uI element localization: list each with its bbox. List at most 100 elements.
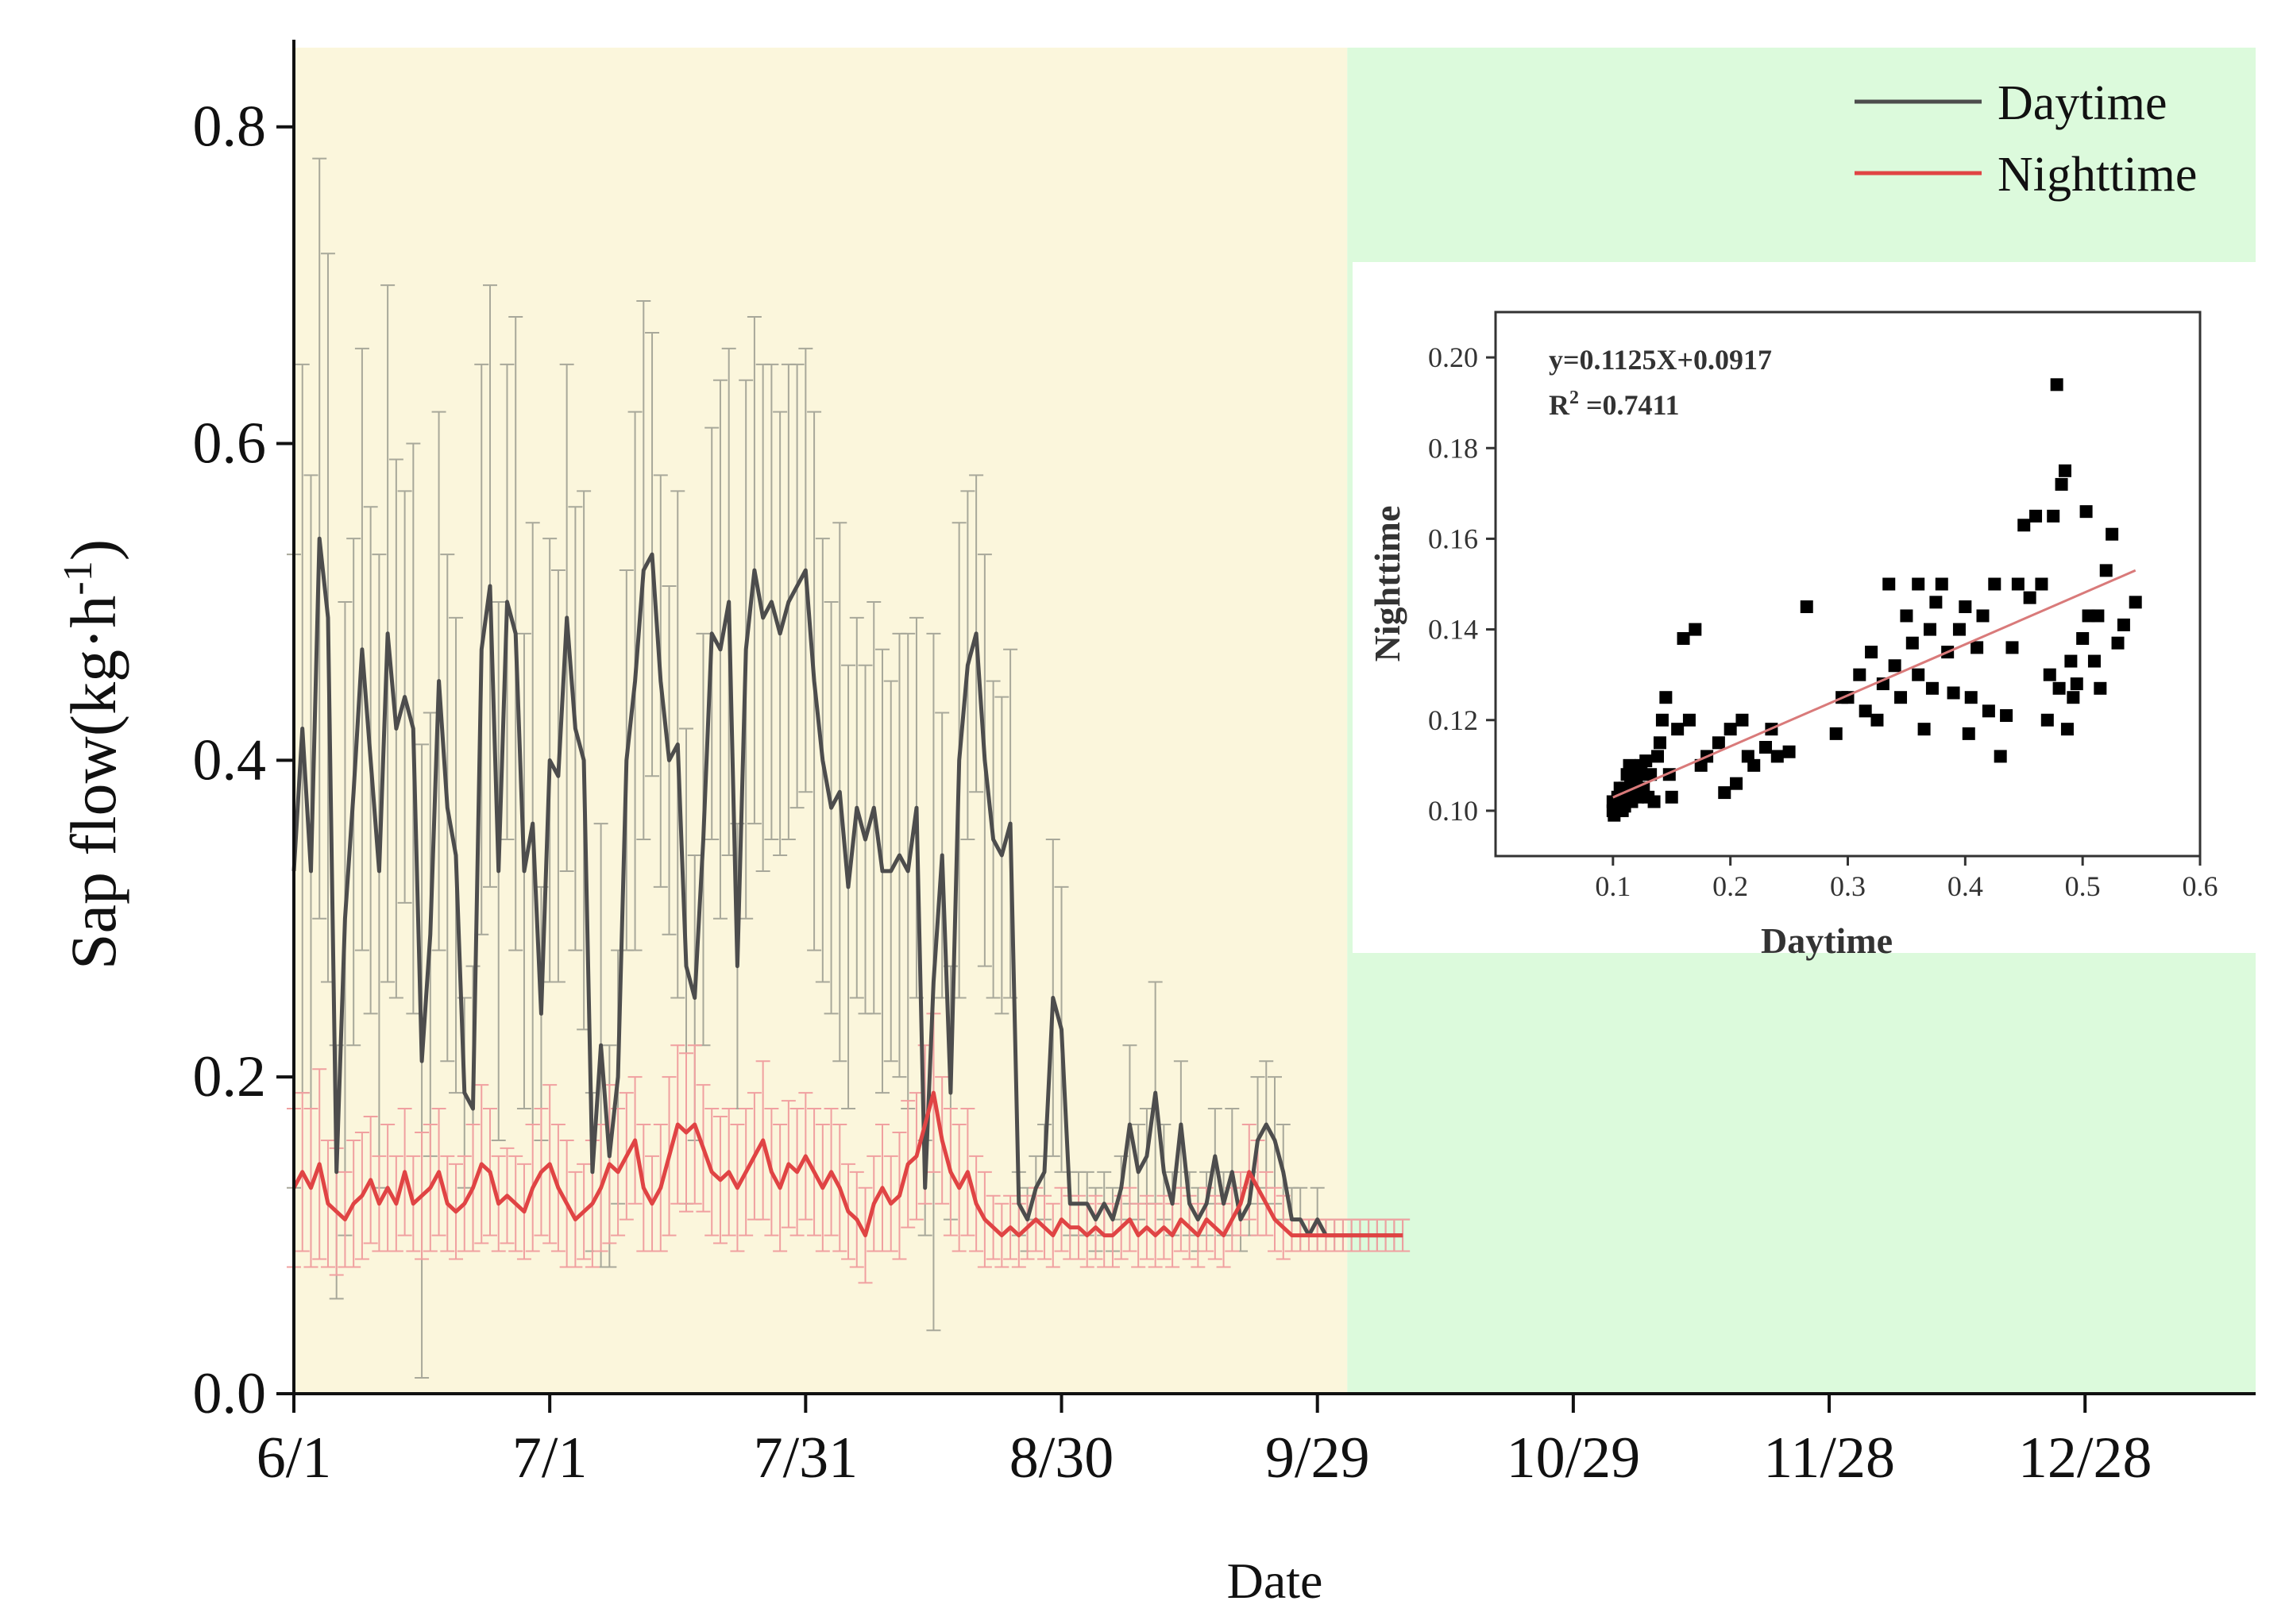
series-line-nighttime — [291, 1090, 1403, 1238]
scatter-point — [2000, 709, 2013, 723]
scatter-point — [2129, 596, 2142, 609]
scatter-point — [1962, 727, 1975, 740]
scatter-point — [2064, 654, 2078, 668]
scatter-point — [2005, 641, 2019, 654]
x-tick-label: 10/29 — [1507, 1425, 1641, 1491]
y-tick-label: 0.4 — [193, 727, 267, 793]
scatter-point — [2099, 564, 2113, 577]
inset-x-tick-label: 0.6 — [2183, 870, 2218, 902]
scatter-point — [2111, 636, 2125, 650]
scatter-point — [1888, 659, 1901, 673]
inset-x-tick-label: 0.3 — [1830, 870, 1866, 902]
scatter-point — [1870, 713, 1884, 727]
x-tick-label: 6/1 — [257, 1425, 332, 1491]
inset-x-tick-label: 0.1 — [1595, 870, 1631, 902]
scatter-point — [1894, 691, 1908, 704]
inset-x-tick-label: 0.5 — [2065, 870, 2101, 902]
scatter-point — [1947, 686, 1960, 700]
legend-daytime-label: Daytime — [1998, 76, 2167, 130]
scatter-point — [1644, 768, 1658, 781]
inset-y-tick-label: 0.10 — [1428, 795, 1478, 827]
scatter-point — [1724, 723, 1737, 736]
scatter-point — [1651, 750, 1665, 763]
y-axis-label-superscript: -1 — [56, 561, 101, 595]
main-plot: 0.0 0.2 0.4 0.6 0.8 6/1 7/1 7/31 8/30 9/29 10/29 11… — [193, 40, 2256, 1491]
scatter-point — [2094, 681, 2107, 695]
inset-r-squared: R2 =0.7411 — [1549, 388, 1680, 421]
scatter-point — [1759, 741, 1773, 754]
scatter-point — [1959, 600, 1972, 614]
scatter-point — [2067, 691, 2080, 704]
scatter-point — [1735, 713, 1749, 727]
scatter-point — [2011, 577, 2025, 591]
x-axis-label: Date — [1227, 1553, 1323, 1609]
scatter-point — [2106, 527, 2119, 541]
y-tick-label: 0.8 — [193, 95, 267, 160]
scatter-point — [2043, 668, 2056, 681]
y-axis-label: Sap flow(kg·h-1) — [56, 539, 129, 970]
scatter-point — [2052, 681, 2066, 695]
inset-x-axis-label: Daytime — [1761, 920, 1893, 961]
scatter-point — [1689, 623, 1702, 636]
scatter-point — [1905, 636, 1919, 650]
scatter-point — [1882, 577, 1896, 591]
scatter-point — [1829, 727, 1843, 740]
inset-r-squared-prefix: R — [1549, 389, 1570, 421]
scatter-point — [1929, 596, 1943, 609]
inset-x-tick-label: 0.2 — [1712, 870, 1748, 902]
shaded-period-growing-season — [294, 48, 1348, 1394]
inset-r-squared-superscript: 2 — [1569, 388, 1579, 408]
scatter-point — [1730, 777, 1743, 790]
scatter-point — [1718, 786, 1731, 800]
scatter-point — [1865, 646, 1878, 659]
series-line-daytime — [291, 536, 1403, 1238]
inset-x-tick-label: 0.4 — [1947, 870, 1983, 902]
scatter-point — [2050, 378, 2063, 392]
scatter-point — [1659, 691, 1673, 704]
x-tick-label: 9/29 — [1265, 1425, 1370, 1491]
scatter-point — [1655, 713, 1669, 727]
scatter-point — [1647, 795, 1661, 808]
y-axis-label-main: Sap flow(kg·h — [57, 596, 129, 970]
scatter-point — [1976, 609, 1990, 623]
scatter-point — [1935, 577, 1948, 591]
scatter-point — [1712, 736, 1725, 750]
scatter-point — [1671, 723, 1685, 736]
scatter-point — [1925, 681, 1939, 695]
scatter-point — [1677, 632, 1690, 645]
scatter-point — [1900, 609, 1913, 623]
regression-line — [1612, 569, 2137, 799]
inset-r-squared-value: =0.7411 — [1579, 389, 1680, 421]
y-tick-label: 0.0 — [193, 1361, 267, 1426]
inset-y-tick-label: 0.16 — [1428, 523, 1478, 554]
scatter-point — [1653, 736, 1666, 750]
scatter-point — [2040, 713, 2054, 727]
scatter-point — [2023, 591, 2036, 604]
scatter-point — [1747, 758, 1761, 772]
scatter-point — [1912, 668, 1925, 681]
scatter-point — [2060, 723, 2074, 736]
error-bars-nighttime — [287, 1013, 1411, 1284]
inset-plot: 0.1 0.2 0.3 0.4 0.5 0.6 0.10 0.12 0.14 0.16 0.18 0.… — [1428, 311, 2218, 902]
scatter-point — [1917, 723, 1931, 736]
inset-y-axis-label: Nighttime — [1367, 506, 1407, 662]
scatter-point — [2117, 618, 2130, 631]
scatter-point — [2017, 519, 2031, 532]
scatter-point — [1665, 790, 1678, 804]
scatter-point — [2047, 509, 2060, 523]
scatter-point — [1770, 750, 1784, 763]
scatter-point — [1994, 750, 2007, 763]
scatter-point — [1971, 641, 1984, 654]
x-tick-label: 7/1 — [512, 1425, 588, 1491]
scatter-point — [1639, 754, 1653, 768]
scatter-point — [1912, 577, 1925, 591]
scatter-point — [1923, 623, 1936, 636]
scatter-point — [2035, 577, 2048, 591]
inset-y-tick-label: 0.14 — [1428, 614, 1478, 646]
scatter-point — [2070, 677, 2083, 691]
scatter-point — [2087, 654, 2101, 668]
scatter-point — [1853, 668, 1866, 681]
x-tick-label: 7/31 — [754, 1425, 859, 1491]
x-tick-label: 12/28 — [2018, 1425, 2152, 1491]
